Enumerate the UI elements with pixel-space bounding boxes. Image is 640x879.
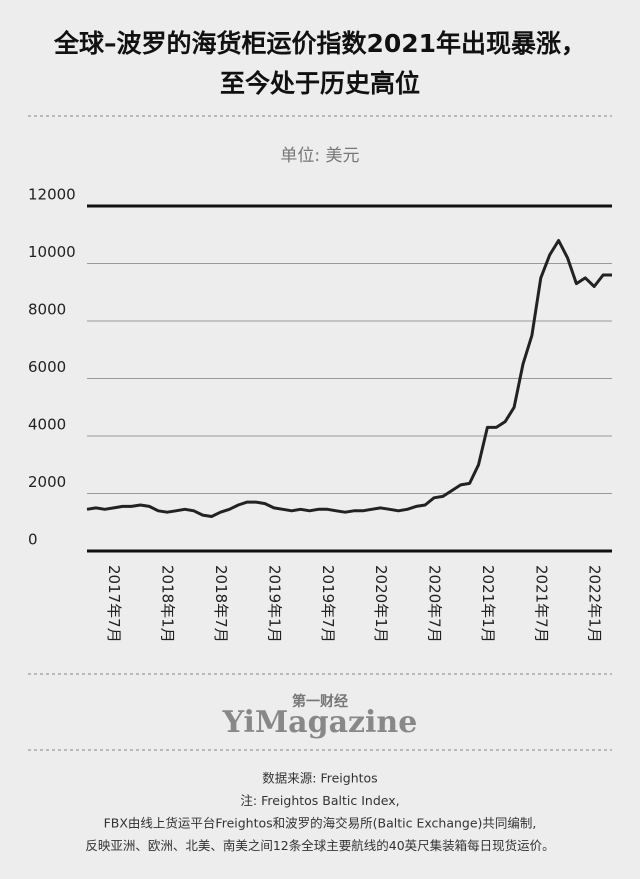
x-tick-label: 2021年7月 [532, 565, 550, 643]
x-tick-label: 2020年1月 [372, 565, 390, 643]
brand-cn: 第一财经 [292, 693, 348, 710]
x-tick-label: 2018年1月 [159, 565, 177, 643]
y-tick-label: 4000 [28, 416, 66, 434]
note: 数据来源: Freightos [262, 771, 377, 786]
chart-title: 至今处于历史高位 [220, 69, 420, 98]
x-tick-label: 2021年1月 [479, 565, 497, 643]
chart-title: 全球–波罗的海货柜运价指数2021年出现暴涨， [53, 29, 586, 58]
y-tick-label: 2000 [28, 473, 66, 491]
y-tick-label: 12000 [28, 186, 76, 204]
y-tick-label: 8000 [28, 301, 66, 319]
x-tick-label: 2018年7月 [212, 565, 230, 643]
brand-en: YiMagazine [222, 705, 418, 740]
note: 反映亚洲、欧洲、北美、南美之间12条全球主要航线的40英尺集装箱每日现货运价。 [85, 838, 554, 853]
x-tick-label: 2019年7月 [319, 565, 337, 643]
y-tick-label: 10000 [28, 243, 76, 261]
data-line [86, 239, 612, 518]
note: FBX由线上货运平台Freightos和波罗的海交易所(Baltic Excha… [104, 816, 537, 831]
x-tick-label: 2022年1月 [586, 565, 604, 643]
chart-subtitle: 单位: 美元 [280, 146, 359, 166]
note: 注: Freightos Baltic Index, [240, 793, 399, 808]
x-tick-label: 2020年7月 [426, 565, 444, 643]
y-tick-label: 0 [28, 531, 38, 549]
x-tick-label: 2019年1月 [265, 565, 283, 643]
notes: 数据来源: Freightos 注: Freightos Baltic Index… [85, 771, 554, 854]
x-tick-label: 2017年7月 [105, 565, 123, 643]
y-tick-label: 6000 [28, 358, 66, 376]
